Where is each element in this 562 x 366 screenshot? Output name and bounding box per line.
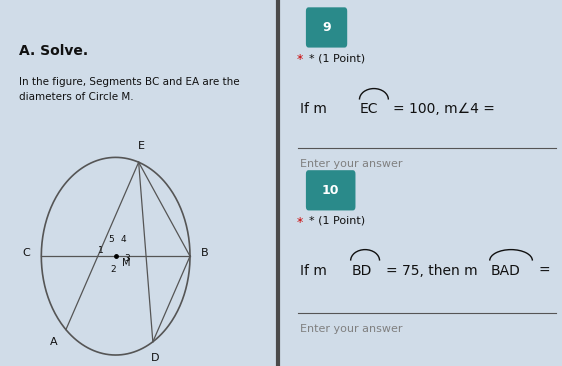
Text: BD: BD xyxy=(351,264,371,277)
Text: 10: 10 xyxy=(322,184,339,197)
Text: Enter your answer: Enter your answer xyxy=(300,324,403,334)
Text: *: * xyxy=(296,53,302,66)
Text: C: C xyxy=(22,247,30,258)
Text: BAD: BAD xyxy=(491,264,520,277)
Text: 9: 9 xyxy=(322,21,331,34)
Text: If m: If m xyxy=(300,102,327,116)
Text: 4: 4 xyxy=(121,235,126,244)
Text: In the figure, Segments BC and EA are the
diameters of Circle M.: In the figure, Segments BC and EA are th… xyxy=(19,77,240,102)
Text: * (1 Point): * (1 Point) xyxy=(309,53,365,63)
Text: 5: 5 xyxy=(108,235,114,244)
Text: =: = xyxy=(538,264,550,277)
FancyBboxPatch shape xyxy=(306,7,347,48)
Text: = 100, m∠4 =: = 100, m∠4 = xyxy=(393,102,495,116)
Text: Enter your answer: Enter your answer xyxy=(300,159,403,169)
Text: EC: EC xyxy=(360,102,378,116)
Text: A. Solve.: A. Solve. xyxy=(19,44,88,58)
Text: M: M xyxy=(122,258,130,268)
Text: 3: 3 xyxy=(124,254,130,262)
Text: If m: If m xyxy=(300,264,332,277)
Text: E: E xyxy=(138,141,145,151)
Text: = 75, then m: = 75, then m xyxy=(386,264,482,277)
Text: B: B xyxy=(201,247,209,258)
Text: *: * xyxy=(296,216,302,229)
Text: 2: 2 xyxy=(111,265,116,273)
Text: A: A xyxy=(50,337,58,347)
Text: 1: 1 xyxy=(98,246,103,255)
Text: * (1 Point): * (1 Point) xyxy=(309,216,365,226)
Text: D: D xyxy=(151,353,160,363)
FancyBboxPatch shape xyxy=(306,170,356,210)
